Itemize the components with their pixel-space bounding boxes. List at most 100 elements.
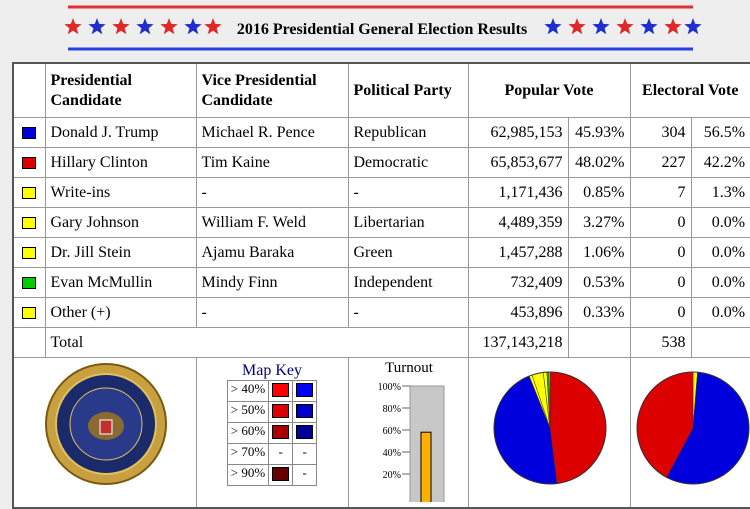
star-icon xyxy=(664,18,681,34)
star-icon xyxy=(640,18,657,34)
running-mate: Ajamu Baraka xyxy=(196,238,348,268)
popular-percent: 0.33% xyxy=(568,298,630,328)
electoral-vote: 0 xyxy=(630,298,691,328)
turnout-tick-label: 20% xyxy=(382,470,400,481)
candidate-name: Hillary Clinton xyxy=(45,148,196,178)
popular-pie-cell xyxy=(468,358,630,509)
popular-percent: 0.85% xyxy=(568,178,630,208)
party: Green xyxy=(348,238,468,268)
electoral-percent: 0.0% xyxy=(691,238,750,268)
turnout-bar xyxy=(421,432,431,502)
color-swatch xyxy=(22,187,36,199)
map-key-swatch-cell: - xyxy=(293,444,317,465)
map-key-row: > 60% xyxy=(227,423,316,444)
swatch-header xyxy=(13,63,45,118)
map-key-row: > 70%-- xyxy=(227,444,316,465)
running-mate: Tim Kaine xyxy=(196,148,348,178)
popular-vote: 453,896 xyxy=(468,298,568,328)
running-mate-header: Vice Presidential Candidate xyxy=(196,63,348,118)
electoral-percent: 0.0% xyxy=(691,298,750,328)
pie-slice xyxy=(550,372,606,484)
color-swatch xyxy=(22,247,36,259)
electoral-vote: 0 xyxy=(630,208,691,238)
party: Independent xyxy=(348,268,468,298)
map-key-label: > 60% xyxy=(227,423,268,444)
map-key-swatch-cell xyxy=(269,465,293,486)
electoral-percent: 0.0% xyxy=(691,208,750,238)
map-key-title: Map Key xyxy=(197,362,348,380)
candidate-name: Evan McMullin xyxy=(45,268,196,298)
map-key-label: > 90% xyxy=(227,465,268,486)
popular-vote: 4,489,359 xyxy=(468,208,568,238)
map-key-label: > 40% xyxy=(227,381,268,402)
star-icon xyxy=(112,18,129,34)
star-icon xyxy=(64,18,81,34)
electoral-vote: 7 xyxy=(630,178,691,208)
candidate-name: Write-ins xyxy=(45,178,196,208)
running-mate: - xyxy=(196,298,348,328)
star-icon xyxy=(684,18,701,34)
candidate-name: Other (+) xyxy=(45,298,196,328)
map-key-table: > 40%> 50%> 60%> 70%--> 90%- xyxy=(227,380,317,486)
turnout-tick-label: 60% xyxy=(382,426,400,437)
electoral-pie-cell xyxy=(630,358,750,509)
map-key-swatch xyxy=(272,404,289,418)
empty-cell xyxy=(13,328,45,358)
map-key-swatch-cell: - xyxy=(269,444,293,465)
electoral-vote: 227 xyxy=(630,148,691,178)
star-icon xyxy=(160,18,177,34)
star-icon xyxy=(592,18,609,34)
map-key-swatch-cell xyxy=(269,402,293,423)
presidential-seal xyxy=(14,358,196,502)
running-mate: - xyxy=(196,178,348,208)
total-electoral-vote: 538 xyxy=(630,328,691,358)
page-title: 2016 Presidential General Election Resul… xyxy=(237,21,527,38)
party: Republican xyxy=(348,118,468,148)
candidate-name: Gary Johnson xyxy=(45,208,196,238)
party: Democratic xyxy=(348,148,468,178)
map-key-label: > 50% xyxy=(227,402,268,423)
header: 2016 Presidential General Election Resul… xyxy=(0,0,750,58)
map-key-row: > 90% - xyxy=(227,465,316,486)
turnout-tick-label: 80% xyxy=(382,404,400,415)
popular-vote: 62,985,153 xyxy=(468,118,568,148)
electoral-vote: 0 xyxy=(630,268,691,298)
color-swatch xyxy=(22,127,36,139)
empty-cell xyxy=(568,328,630,358)
star-icon xyxy=(88,18,105,34)
pie-chart xyxy=(469,358,631,502)
candidate-name: Dr. Jill Stein xyxy=(45,238,196,268)
map-key-cell: Map Key> 40%> 50%> 60%> 70%--> 90%- xyxy=(196,358,348,509)
popular-vote: 65,853,677 xyxy=(468,148,568,178)
map-key-swatch xyxy=(272,425,289,439)
swatch-cell xyxy=(13,298,45,328)
star-icon xyxy=(616,18,633,34)
map-key-swatch-cell xyxy=(269,381,293,402)
total-popular-vote: 137,143,218 xyxy=(468,328,568,358)
electoral-percent: 1.3% xyxy=(691,178,750,208)
map-key-swatch-cell: - xyxy=(293,465,317,486)
popular-percent: 48.02% xyxy=(568,148,630,178)
map-key-swatch-cell xyxy=(293,423,317,444)
swatch-cell xyxy=(13,148,45,178)
map-key-swatch xyxy=(296,383,313,397)
party: Libertarian xyxy=(348,208,468,238)
map-key-swatch-cell xyxy=(293,402,317,423)
popular-percent: 0.53% xyxy=(568,268,630,298)
candidate-header: Presidential Candidate xyxy=(45,63,196,118)
popular-vote: 732,409 xyxy=(468,268,568,298)
color-swatch xyxy=(22,217,36,229)
party: - xyxy=(348,178,468,208)
color-swatch xyxy=(22,157,36,169)
map-key-label: > 70% xyxy=(227,444,268,465)
map-key-swatch-cell xyxy=(269,423,293,444)
